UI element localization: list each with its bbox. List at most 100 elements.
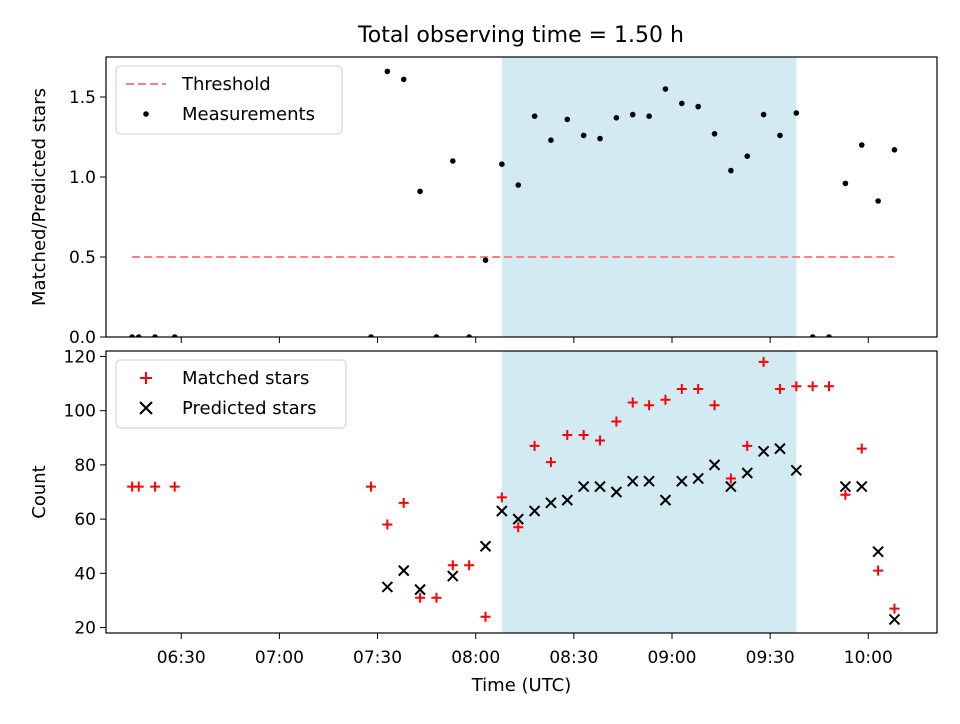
y-tick-label: 80 <box>74 456 96 476</box>
matched-star-point <box>150 481 161 492</box>
predicted-star-point <box>790 464 803 477</box>
measurement-point <box>858 142 865 148</box>
predicted-star-point <box>528 505 541 517</box>
measurement-point <box>580 132 587 139</box>
predicted-star-point <box>888 613 901 626</box>
measurement-point <box>400 76 407 83</box>
predicted-star-point <box>496 505 508 517</box>
x-tick-label: 07:30 <box>353 648 402 668</box>
measurement-point <box>433 334 440 337</box>
predicted-star-point <box>676 475 688 487</box>
predicted-star-point <box>398 564 410 577</box>
predicted-star-point <box>479 540 492 552</box>
matched-star-point <box>169 481 180 492</box>
matched-star-point <box>889 603 900 614</box>
x-tick-label: 07:00 <box>255 648 304 668</box>
predicted-star-point <box>594 480 606 493</box>
legend: Matched stars Predicted stars <box>115 359 347 429</box>
matched-star-point <box>627 397 638 408</box>
y-tick-label: 100 <box>64 402 96 422</box>
measurement-point <box>548 137 554 143</box>
measurement-point <box>152 334 158 337</box>
matched-star-point <box>758 356 769 367</box>
legend: Threshold Measurements <box>115 65 343 135</box>
y-axis-label: Matched/Predicted stars <box>29 88 50 306</box>
matched-star-point <box>644 400 655 411</box>
measurement-point <box>695 103 701 110</box>
x-tick-label: 08:00 <box>451 648 500 668</box>
predicted-star-point <box>757 445 770 458</box>
axes-frame <box>105 56 938 338</box>
legend-predicted-swatch <box>139 401 153 415</box>
x-tick-label: 06:30 <box>157 648 206 668</box>
matched-star-point <box>873 565 884 576</box>
matched-star-point <box>415 592 426 603</box>
measurement-point <box>531 113 538 119</box>
y-tick-label: 0.5 <box>69 248 96 268</box>
matched-star-point <box>398 497 409 508</box>
legend-label: Predicted stars <box>182 398 316 419</box>
legend-matched-swatch <box>140 372 152 384</box>
y-tick-label: 1.5 <box>69 88 96 108</box>
measurement-point <box>171 334 178 337</box>
matched-star-point <box>496 492 507 503</box>
predicted-star-point <box>577 480 590 493</box>
measurement-point <box>777 132 783 139</box>
y-tick-label: 40 <box>74 564 96 584</box>
matched-star-point <box>447 560 458 571</box>
measurement-point <box>809 334 816 337</box>
predicted-star-point <box>774 442 786 455</box>
y-tick-label: 20 <box>74 619 96 639</box>
y-tick-label: 0.0 <box>69 328 96 348</box>
predicted-star-point <box>643 475 655 487</box>
matched-star-point <box>366 481 377 492</box>
measurement-point <box>564 116 571 123</box>
matched-star-point <box>824 381 835 392</box>
matched-star-point <box>595 435 606 446</box>
plot-area <box>129 68 898 337</box>
matched-star-point <box>562 430 573 441</box>
matched-star-point <box>545 457 556 468</box>
measurement-point <box>515 182 522 188</box>
predicted-star-point <box>545 497 557 509</box>
measurement-point <box>875 198 881 204</box>
measurement-point <box>744 153 751 159</box>
observing-span <box>501 351 797 633</box>
x-tick-label: 08:30 <box>549 648 598 668</box>
predicted-star-point <box>872 545 884 558</box>
measurement-point <box>646 113 652 119</box>
matched-star-point <box>791 381 802 392</box>
y-axis-label: Count <box>29 465 50 518</box>
predicted-star-point <box>561 494 574 506</box>
legend-label: Measurements <box>182 104 315 125</box>
measurement-point <box>417 188 423 195</box>
x-tick-label: 09:00 <box>647 648 696 668</box>
x-tick-label: 10:00 <box>844 648 893 668</box>
predicted-star-point <box>839 480 852 493</box>
matched-star-point <box>382 519 393 530</box>
predicted-star-point <box>447 570 459 582</box>
measurement-point <box>629 111 636 118</box>
measurement-point <box>499 161 505 167</box>
measurement-point <box>793 110 800 116</box>
predicted-star-point <box>659 494 672 506</box>
measurement-point <box>662 86 669 92</box>
matched-star-point <box>742 440 753 451</box>
matched-star-point <box>709 400 720 411</box>
measurement-point <box>760 111 767 118</box>
legend-box <box>115 359 347 429</box>
x-tick-label: 09:30 <box>746 648 795 668</box>
measurement-point <box>711 131 718 137</box>
top-panel: 0.0 0.5 1.0 1.5 Matched/Predicted stars Thres… <box>29 56 938 348</box>
axes-frame <box>105 350 938 634</box>
measurement-point <box>613 115 620 121</box>
x-axis-label: Time (UTC) <box>471 675 572 696</box>
measurement-point <box>129 334 135 337</box>
matched-star-point <box>513 522 524 533</box>
matched-star-point <box>693 383 704 394</box>
y-tick-label: 120 <box>64 347 96 367</box>
measurement-point <box>728 167 734 174</box>
measurement-point <box>482 257 489 264</box>
